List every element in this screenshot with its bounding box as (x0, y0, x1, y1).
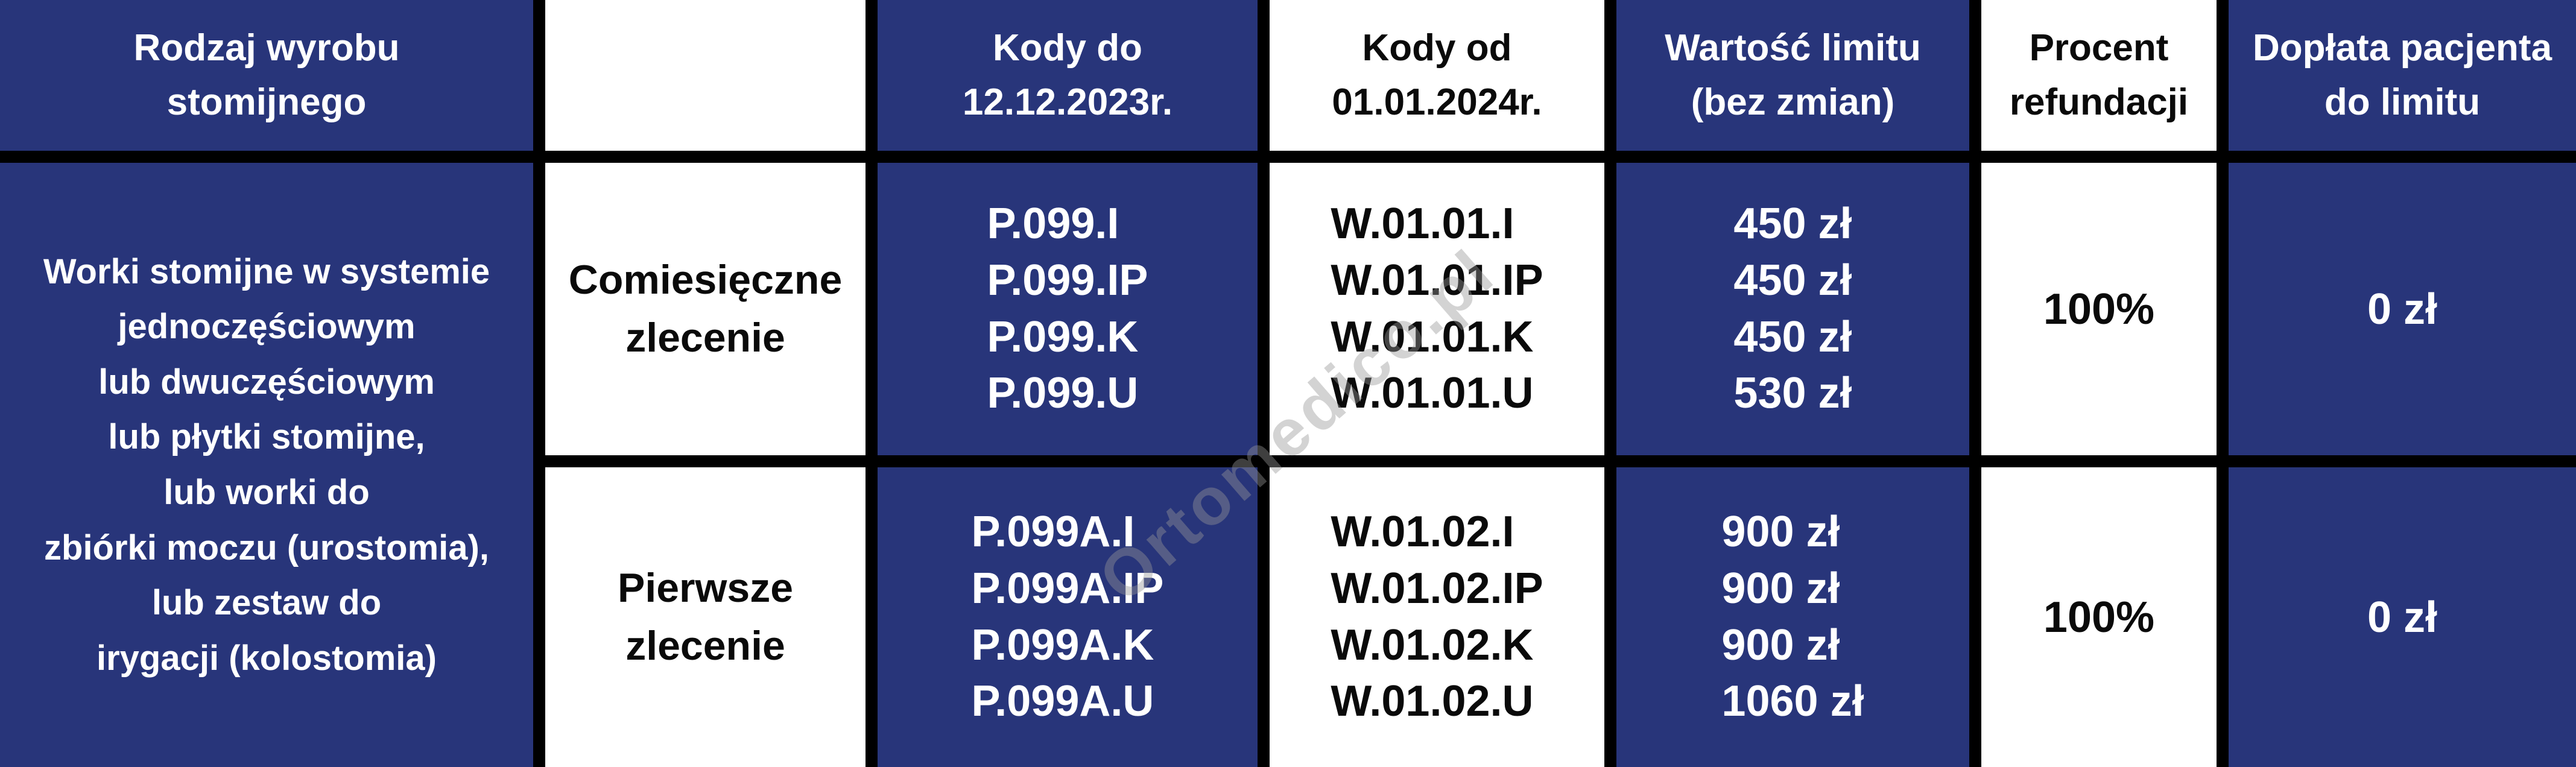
row2-codes-until: P.099A.I P.099A.IP P.099A.K P.099A.U (878, 467, 1258, 767)
row1-limit-values: 450 zł 450 zł 450 zł 530 zł (1616, 163, 1969, 455)
header-product-type: Rodzaj wyrobu stomijnego (0, 0, 533, 151)
header-order-type (545, 0, 866, 151)
row1-codes-until-block: P.099.I P.099.IP P.099.K P.099.U (987, 200, 1148, 418)
header-codes-from: Kody od 01.01.2024r. (1270, 0, 1604, 151)
row1-codes-from-block: W.01.01.I W.01.01.IP W.01.01.K W.01.01.U (1331, 200, 1543, 418)
header-refund-percent: Procent refundacji (1981, 0, 2217, 151)
row2-codes-from: W.01.02.I W.01.02.IP W.01.02.K W.01.02.U (1270, 467, 1604, 767)
row1-patient-copay: 0 zł (2229, 163, 2576, 455)
row1-codes-until: P.099.I P.099.IP P.099.K P.099.U (878, 163, 1258, 455)
row2-codes-until-block: P.099A.I P.099A.IP P.099A.K P.099A.U (971, 508, 1164, 726)
row2-codes-from-block: W.01.02.I W.01.02.IP W.01.02.K W.01.02.U (1331, 508, 1543, 726)
header-patient-copay: Dopłata pacjenta do limitu (2229, 0, 2576, 151)
row2-patient-copay: 0 zł (2229, 467, 2576, 767)
header-limit-value: Wartość limitu (bez zmian) (1616, 0, 1969, 151)
row1-order-type: Comiesięczne zlecenie (545, 163, 866, 455)
row1-limit-values-block: 450 zł 450 zł 450 zł 530 zł (1733, 200, 1852, 418)
header-codes-until: Kody do 12.12.2023r. (878, 0, 1258, 151)
row2-limit-values-block: 900 zł 900 zł 900 zł 1060 zł (1721, 508, 1864, 726)
row2-order-type: Pierwsze zlecenie (545, 467, 866, 767)
row1-codes-from: W.01.01.I W.01.01.IP W.01.01.K W.01.01.U (1270, 163, 1604, 455)
product-description: Worki stomijne w systemie jednoczęściowy… (0, 163, 533, 767)
row1-refund-percent: 100% (1981, 163, 2217, 455)
row2-limit-values: 900 zł 900 zł 900 zł 1060 zł (1616, 467, 1969, 767)
row2-refund-percent: 100% (1981, 467, 2217, 767)
